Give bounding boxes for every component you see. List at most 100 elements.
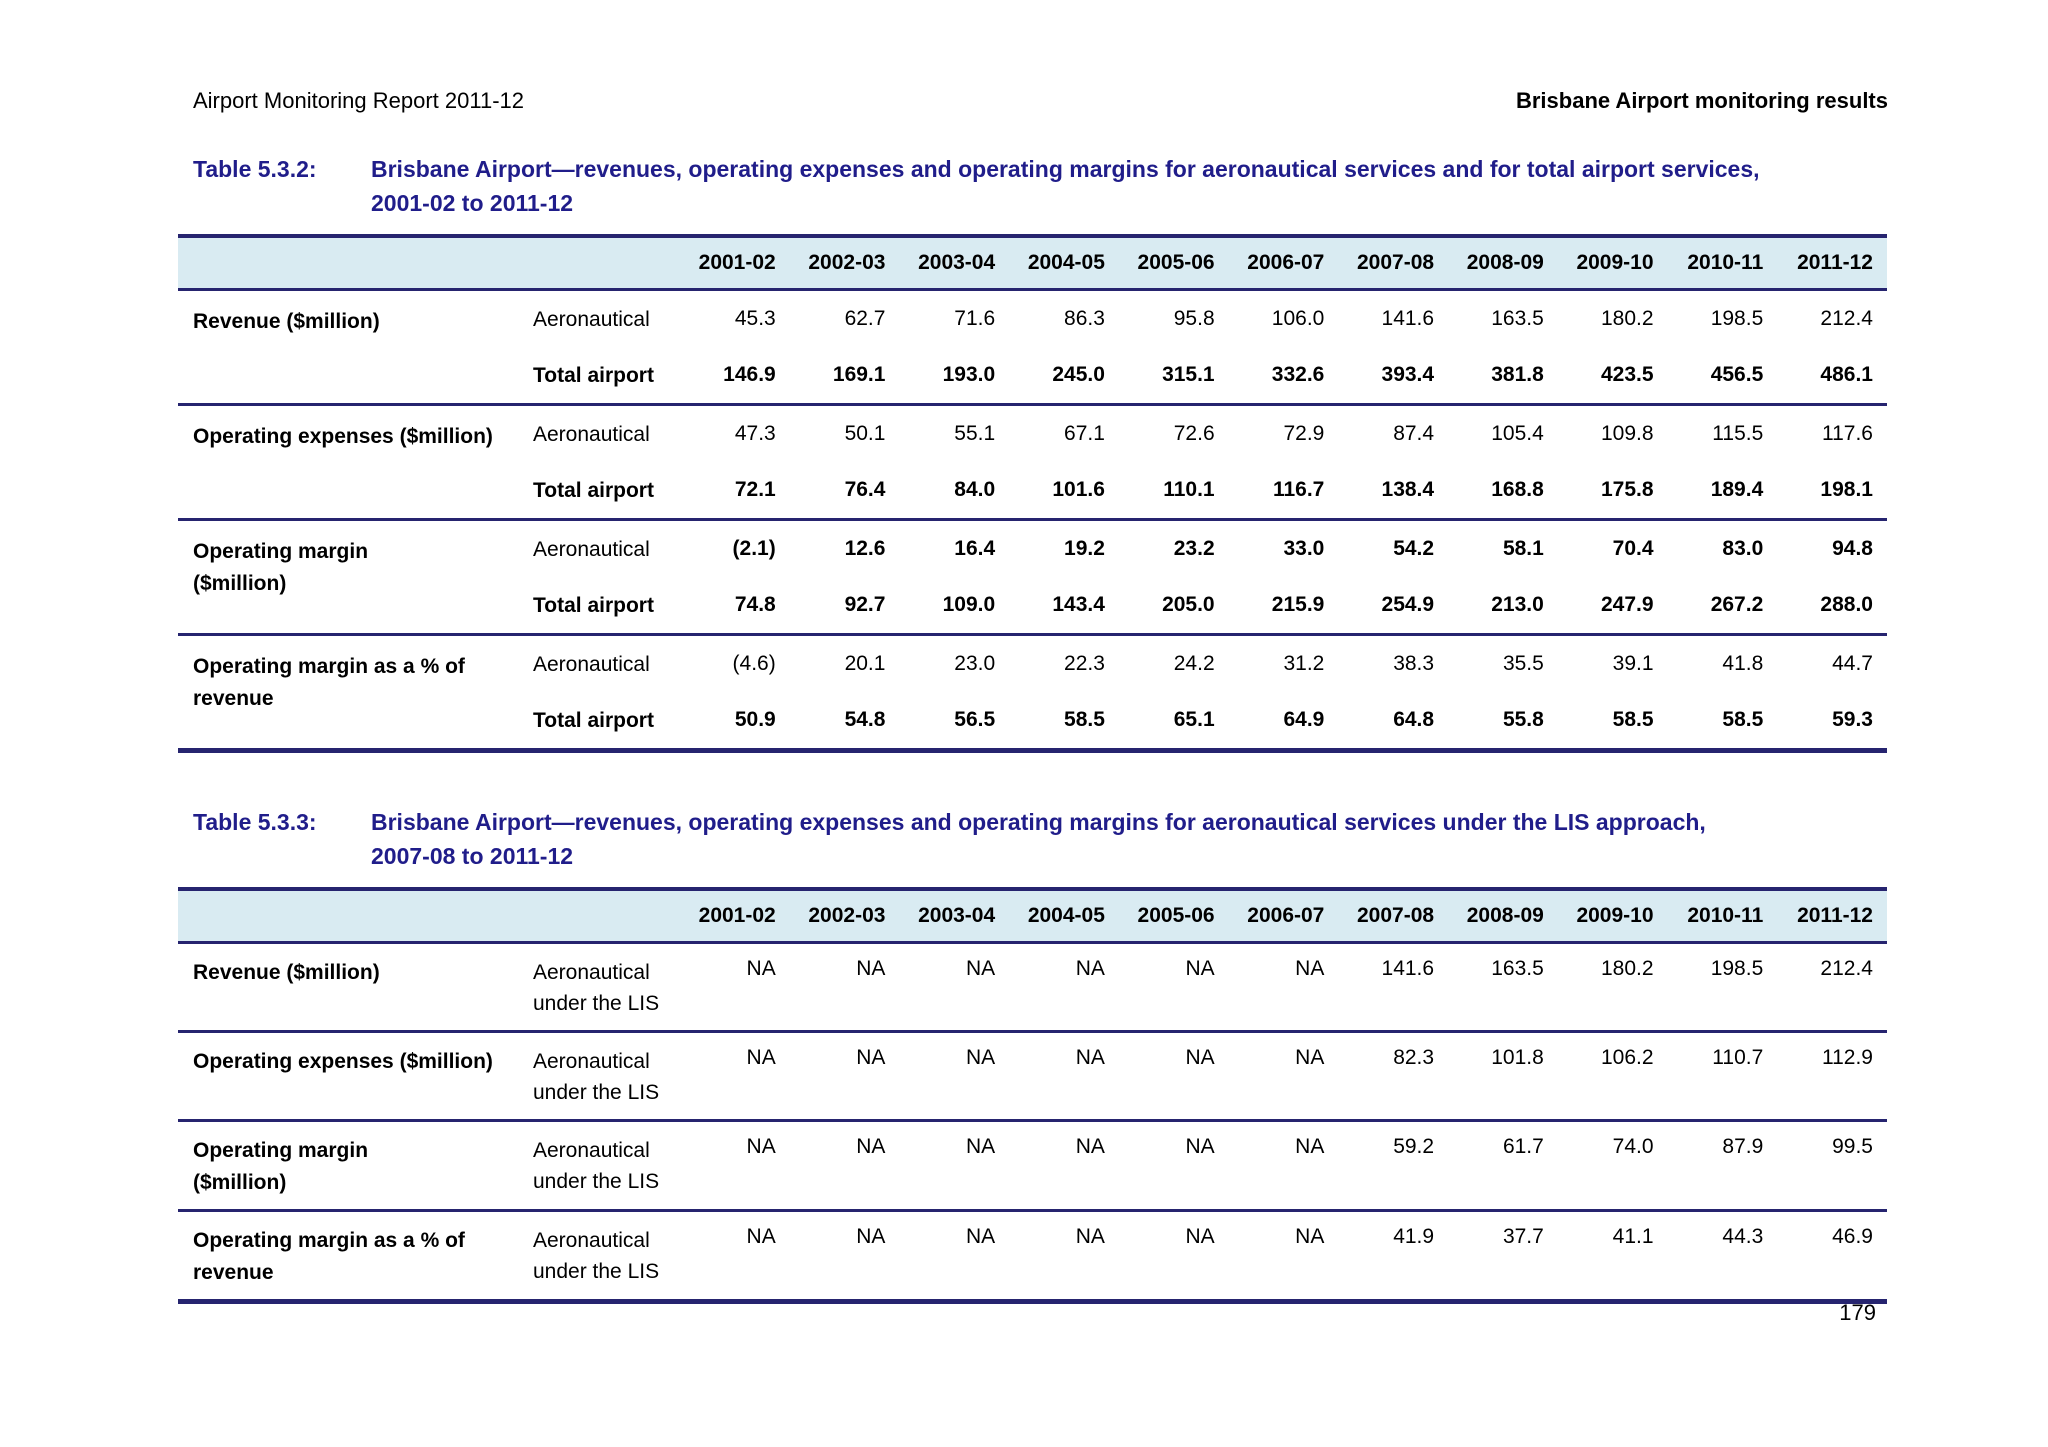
value-cell: NA: [1185, 1225, 1215, 1248]
value-cell: 180.2: [1600, 307, 1654, 330]
value-cell: 44.3: [1722, 1225, 1764, 1248]
table-533-caption: Table 5.3.3: Brisbane Airport—revenues, …: [193, 805, 1888, 873]
row-sublabel: Aeronautical: [533, 422, 650, 446]
value-cell: 74.0: [1612, 1135, 1654, 1158]
row-sublabel: Aeronautical: [533, 537, 650, 561]
year-column-header: 2004-05: [1027, 904, 1105, 927]
value-cell: 175.8: [1600, 478, 1654, 501]
table-row-group: Operating expenses ($million) Aeronautica…: [178, 406, 1887, 521]
year-column-header: 2003-04: [918, 251, 996, 274]
value-cell: 92.7: [844, 593, 886, 616]
value-cell: 47.3: [734, 422, 776, 445]
year-header-row: 2001-02 2002-03 2003-04 2004-05 2005-06 2006-…: [178, 891, 1887, 944]
table-532-caption-title-line2: 2001-02 to 2011-12: [371, 190, 574, 216]
value-cell: 143.4: [1052, 593, 1105, 616]
value-cell: 22.3: [1064, 652, 1105, 675]
value-cell: 38.3: [1393, 652, 1435, 675]
row-label-line: Operating margin: [193, 1139, 369, 1162]
row-sublabel: Total airport: [533, 708, 654, 732]
value-cell: 189.4: [1710, 478, 1764, 501]
value-cell: 106.2: [1600, 1046, 1654, 1069]
row-label: Revenue ($million): [178, 291, 520, 403]
value-cell: (4.6): [732, 652, 776, 675]
table-row-group: Revenue ($million) Aeronautical 45.3 62.7 71…: [178, 291, 1887, 406]
value-cell: 58.5: [1722, 708, 1764, 731]
value-cell: 64.8: [1393, 708, 1435, 731]
running-header-left: Airport Monitoring Report 2011-12: [193, 88, 524, 113]
year-column-header: 2011-12: [1797, 904, 1873, 927]
value-cell: 215.9: [1271, 593, 1325, 616]
value-cell: 112.9: [1821, 1046, 1873, 1069]
value-cell: NA: [1075, 957, 1105, 980]
value-cell: 23.0: [954, 652, 996, 675]
value-cell: 212.4: [1820, 307, 1873, 330]
table-533-caption-title-line2: 2007-08 to 2011-12: [371, 843, 574, 869]
value-cell: 72.1: [734, 478, 776, 501]
value-cell: 267.2: [1710, 593, 1764, 616]
row-label-line: Operating margin: [193, 540, 369, 563]
value-cell: NA: [1295, 1225, 1325, 1248]
value-cell: 82.3: [1393, 1046, 1435, 1069]
value-cell: 62.7: [844, 307, 886, 330]
value-cell: 141.6: [1381, 957, 1435, 980]
row-sublabel: Aeronautical: [533, 307, 650, 331]
value-cell: NA: [746, 1135, 776, 1158]
row-label: Revenue ($million): [178, 944, 520, 1030]
value-cell: 146.9: [723, 363, 776, 386]
year-column-header: 2010-11: [1687, 904, 1764, 927]
table-row-group: Operating margin as a % of revenue Aeronau…: [178, 1212, 1887, 1299]
value-cell: 423.5: [1600, 363, 1654, 386]
page-number: 179: [1839, 1300, 1876, 1325]
year-column-header: 2007-08: [1357, 904, 1435, 927]
row-label: Operating margin ($million): [178, 521, 520, 633]
value-cell: 16.4: [954, 537, 996, 560]
value-cell: NA: [1295, 1135, 1325, 1158]
value-cell: NA: [965, 1135, 996, 1158]
value-cell: 87.4: [1393, 422, 1435, 445]
value-cell: 109.0: [942, 593, 996, 616]
row-label: Operating expenses ($million): [178, 1033, 520, 1119]
value-cell: 59.2: [1393, 1135, 1435, 1158]
row-label-line: Operating expenses ($million): [193, 425, 493, 448]
value-cell: 20.1: [844, 652, 886, 675]
table-533-caption-title-line1: Brisbane Airport—revenues, operating exp…: [371, 809, 1706, 835]
value-cell: 64.9: [1283, 708, 1325, 731]
value-cell: 95.8: [1173, 307, 1215, 330]
table-533-caption-title: Brisbane Airport—revenues, operating exp…: [371, 805, 1888, 873]
value-cell: 381.8: [1491, 363, 1544, 386]
table-533-caption-label: Table 5.3.3:: [193, 809, 317, 835]
row-label-line: Operating expenses ($million): [193, 1050, 493, 1073]
value-cell: 138.4: [1381, 478, 1435, 501]
table-532: 2001-02 2002-03 2003-04 2004-05 2005-06 2006-…: [178, 234, 1887, 753]
year-column-header: 2003-04: [918, 904, 996, 927]
year-column-header: 2002-03: [808, 904, 886, 927]
value-cell: NA: [1185, 1046, 1215, 1069]
value-cell: 110.7: [1712, 1046, 1764, 1069]
value-cell: NA: [1185, 1135, 1215, 1158]
row-label: Operating margin as a % of revenue: [178, 1212, 520, 1299]
table-532-caption-title: Brisbane Airport—revenues, operating exp…: [371, 152, 1888, 220]
row-label-line: ($million): [193, 572, 287, 595]
value-cell: 54.2: [1393, 537, 1435, 560]
value-cell: 198.1: [1820, 478, 1873, 501]
year-column-header: 2005-06: [1137, 251, 1215, 274]
row-label-line: Revenue ($million): [193, 310, 380, 333]
year-column-header: 2010-11: [1687, 251, 1764, 274]
table-533: 2001-02 2002-03 2003-04 2004-05 2005-06 2006-…: [178, 887, 1887, 1304]
value-cell: 110.1: [1163, 478, 1215, 501]
row-label: Operating margin as a % of revenue: [178, 636, 520, 748]
year-column-header: 2001-02: [698, 904, 776, 927]
value-cell: 59.3: [1832, 708, 1873, 731]
row-label-line: Operating margin as a % of: [193, 1229, 465, 1252]
value-cell: 101.6: [1052, 478, 1105, 501]
value-cell: NA: [1185, 957, 1215, 980]
year-column-header: 2004-05: [1027, 251, 1105, 274]
value-cell: 163.5: [1491, 307, 1544, 330]
row-sublabel: Aeronautical under the LIS: [533, 1050, 660, 1104]
value-cell: NA: [965, 957, 996, 980]
value-cell: 105.4: [1491, 422, 1544, 445]
value-cell: 163.5: [1491, 957, 1544, 980]
value-cell: 55.1: [954, 422, 996, 445]
value-cell: 41.9: [1393, 1225, 1435, 1248]
value-cell: 245.0: [1052, 363, 1105, 386]
